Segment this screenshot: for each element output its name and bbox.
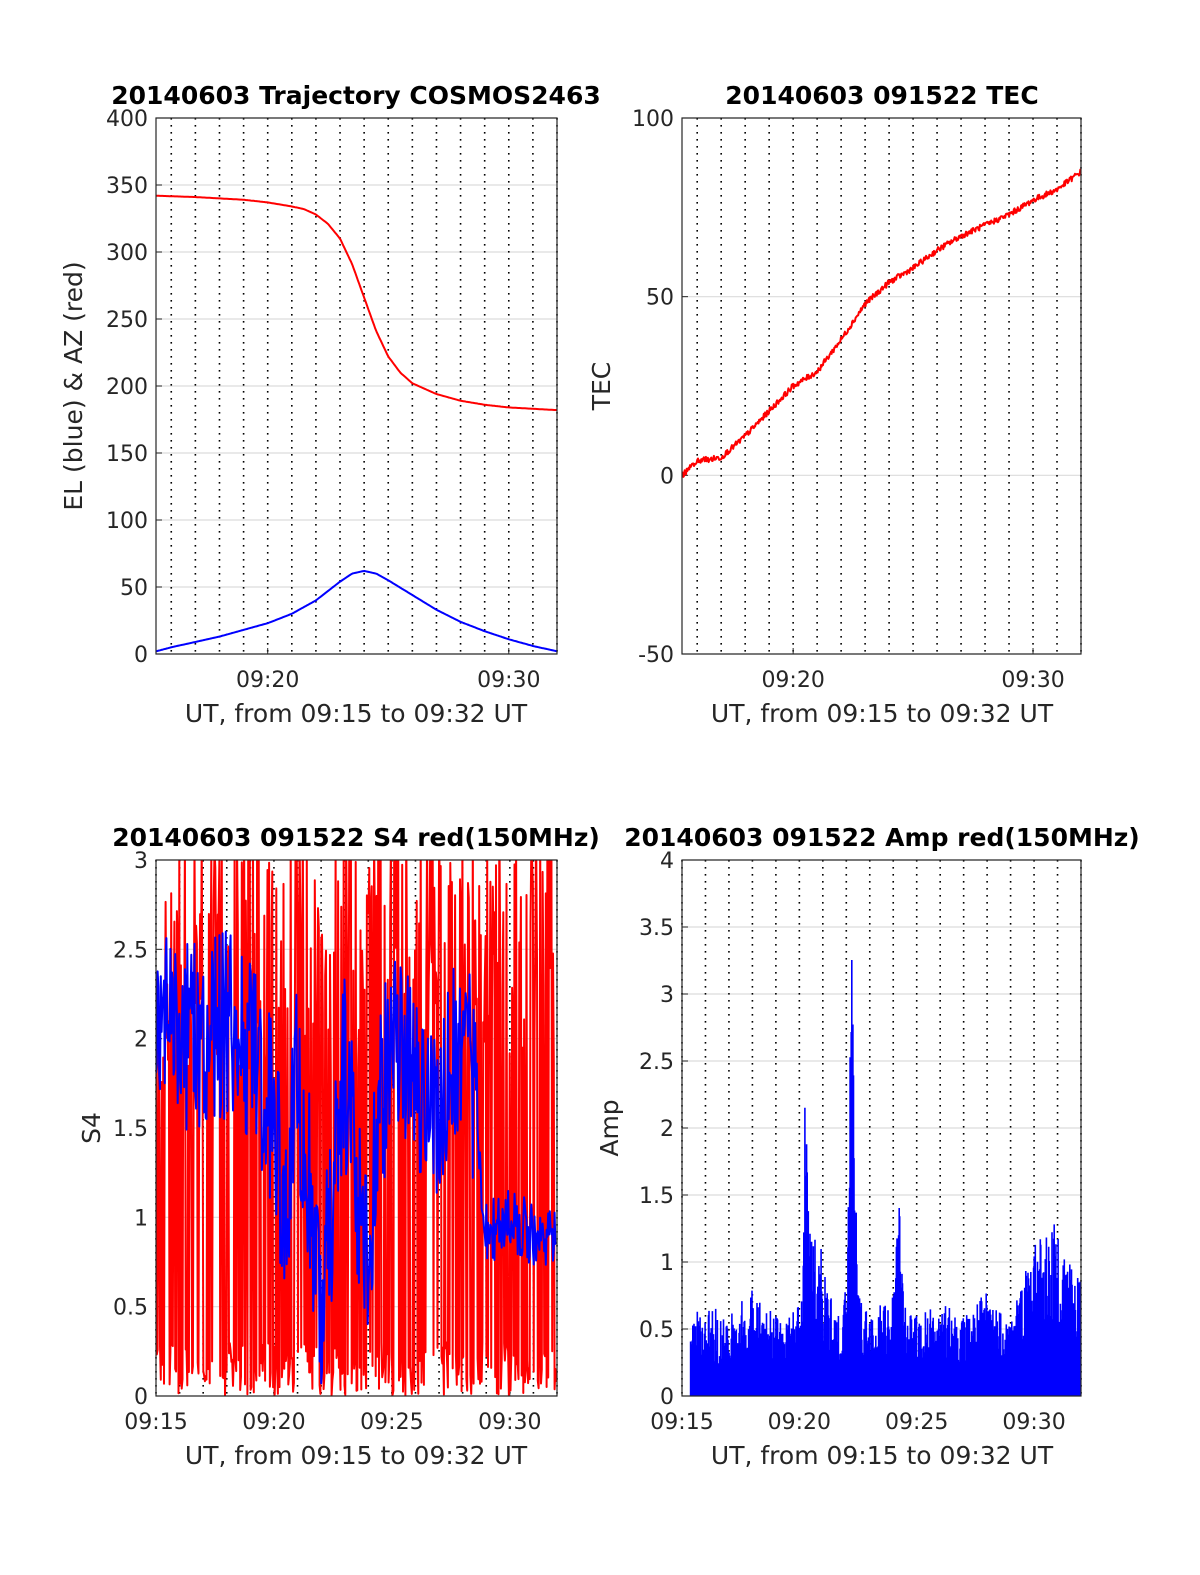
trajectory-xtick-label: 09:30 xyxy=(477,668,540,693)
amp-ytick-label: 1.5 xyxy=(639,1184,674,1209)
s4-axes: 0 0.5 1 1.5 2 2.5 3 09:15 09:20 09:25 09:30 xyxy=(113,849,558,1435)
s4-ytick-label: 2 xyxy=(134,1028,148,1053)
tec-axes-box xyxy=(681,117,1082,655)
tec-xtick-label: 09:20 xyxy=(761,668,824,693)
amp-ytick-label: 1 xyxy=(660,1251,674,1276)
amp-ytick-label: 3.5 xyxy=(639,916,674,941)
s4-ytick-label: 3 xyxy=(134,849,148,874)
trajectory-plot: 20140603 Trajectory COSMOS2463 0 50 100 150… xyxy=(59,81,601,728)
tec-xlabel: UT, from 09:15 to 09:32 UT xyxy=(711,699,1054,728)
trajectory-ytick-label: 250 xyxy=(106,308,148,333)
tec-ytick-label: -50 xyxy=(638,643,674,668)
trajectory-ytick-label: 0 xyxy=(134,643,148,668)
tec-ylabel: TEC xyxy=(587,362,616,412)
trajectory-axes-box xyxy=(155,117,558,655)
trajectory-ylabel: EL (blue) & AZ (red) xyxy=(59,261,88,510)
s4-ytick-label: 2.5 xyxy=(113,938,148,963)
tec-title: 20140603 091522 TEC xyxy=(725,81,1038,110)
trajectory-series-red xyxy=(156,194,557,412)
tec-xtick-label: 09:30 xyxy=(1001,668,1064,693)
trajectory-ytick-label: 350 xyxy=(106,174,148,199)
trajectory-ytick-label: 100 xyxy=(106,509,148,534)
amp-ytick-label: 3 xyxy=(660,983,674,1008)
s4-xlabel: UT, from 09:15 to 09:32 UT xyxy=(185,1441,528,1470)
amp-ytick-label: 2 xyxy=(660,1117,674,1142)
s4-ytick-label: 0 xyxy=(134,1385,148,1410)
amp-xtick-label: 09:20 xyxy=(768,1410,831,1435)
trajectory-xtick-label: 09:20 xyxy=(236,668,299,693)
tec-ytick-label: 50 xyxy=(646,286,674,311)
trajectory-ytick-label: 150 xyxy=(106,442,148,467)
tec-series-red xyxy=(682,168,1081,478)
s4-ytick-label: 0.5 xyxy=(113,1296,148,1321)
amp-title: 20140603 091522 Amp red(150MHz) xyxy=(624,823,1140,852)
amp-ylabel: Amp xyxy=(595,1099,624,1156)
trajectory-ytick-label: 200 xyxy=(106,375,148,400)
amp-xtick-label: 09:15 xyxy=(650,1410,713,1435)
trajectory-series-blue xyxy=(156,570,557,653)
s4-axes-box xyxy=(155,859,558,1397)
s4-xtick-label: 09:15 xyxy=(124,1410,187,1435)
tec-axes: -50 0 50 100 09:20 09:30 xyxy=(632,107,1082,693)
trajectory-title: 20140603 Trajectory COSMOS2463 xyxy=(111,81,601,110)
s4-ytick-label: 1 xyxy=(134,1206,148,1231)
s4-series-red xyxy=(156,860,557,1396)
amp-ytick-label: 0 xyxy=(660,1385,674,1410)
amp-ytick-label: 2.5 xyxy=(639,1050,674,1075)
s4-xtick-label: 09:20 xyxy=(242,1410,305,1435)
amp-axes-box xyxy=(681,859,1082,1397)
trajectory-ytick-label: 400 xyxy=(106,107,148,132)
s4-ytick-label: 1.5 xyxy=(113,1117,148,1142)
amp-plot: 20140603 091522 Amp red(150MHz) 0 0.5 1 1.5… xyxy=(595,823,1140,1470)
s4-xtick-label: 09:25 xyxy=(360,1410,423,1435)
amp-series-blue xyxy=(689,960,1081,1396)
trajectory-xlabel: UT, from 09:15 to 09:32 UT xyxy=(185,699,528,728)
tec-ytick-label: 0 xyxy=(660,464,674,489)
s4-ylabel: S4 xyxy=(77,1112,106,1144)
s4-series-blue xyxy=(156,930,557,1385)
amp-xtick-label: 09:25 xyxy=(885,1410,948,1435)
s4-title: 20140603 091522 S4 red(150MHz) xyxy=(112,823,600,852)
tec-ytick-label: 100 xyxy=(632,107,674,132)
amp-xlabel: UT, from 09:15 to 09:32 UT xyxy=(711,1441,1054,1470)
amp-ytick-label: 4 xyxy=(660,849,674,874)
trajectory-ytick-label: 50 xyxy=(120,576,148,601)
trajectory-axes: 0 50 100 150 200 250 300 350 400 09:20 09:30 xyxy=(106,107,558,693)
amp-xtick-label: 09:30 xyxy=(1002,1410,1065,1435)
amp-axes: 0 0.5 1 1.5 2 2.5 3 3.5 4 09:15 09:20 09:25 09:30 xyxy=(639,849,1082,1435)
amp-ytick-label: 0.5 xyxy=(639,1318,674,1343)
trajectory-ytick-label: 300 xyxy=(106,241,148,266)
s4-plot: 20140603 091522 S4 red(150MHz) 0 0.5 1 1.5 2… xyxy=(77,823,600,1470)
s4-xtick-label: 09:30 xyxy=(478,1410,541,1435)
